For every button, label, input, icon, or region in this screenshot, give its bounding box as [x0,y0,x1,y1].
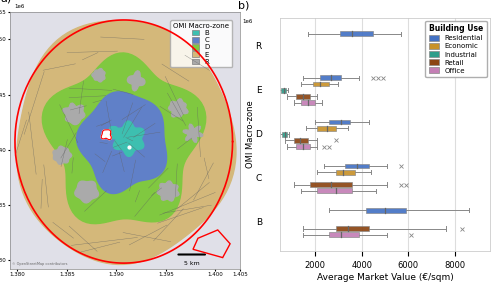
Text: C: C [256,174,262,183]
Polygon shape [157,181,179,201]
Text: D: D [255,130,262,139]
Polygon shape [184,124,203,142]
Polygon shape [76,92,166,194]
Bar [282,132,287,137]
Polygon shape [114,121,144,157]
Text: R: R [256,42,262,51]
Legend: B, C, D, E, R: B, C, D, E, R [170,20,232,67]
Bar [301,100,315,105]
Bar [312,82,329,86]
Text: a): a) [1,0,12,4]
Bar [366,208,406,213]
Polygon shape [128,71,145,91]
Polygon shape [42,53,205,224]
Bar [320,75,340,80]
Legend: Residential, Economic, Industrial, Retail, Office: Residential, Economic, Industrial, Retai… [426,21,486,77]
Polygon shape [92,69,105,82]
Text: 1e6: 1e6 [242,19,252,25]
Bar [329,232,360,237]
Bar [294,138,308,143]
Text: 1e6: 1e6 [14,4,25,9]
Bar [310,182,352,187]
Polygon shape [75,181,98,203]
Text: 5 km: 5 km [184,261,200,266]
Polygon shape [106,127,122,139]
Polygon shape [17,21,236,265]
Bar [336,226,368,231]
Polygon shape [168,99,188,117]
Text: B: B [256,218,262,227]
Bar [318,188,352,193]
Polygon shape [53,146,72,164]
Y-axis label: OMI Macro-zone: OMI Macro-zone [246,100,255,168]
Text: E: E [256,86,262,95]
X-axis label: Average Market Value (€/sqm): Average Market Value (€/sqm) [316,273,454,281]
Bar [329,119,350,124]
Bar [296,144,310,149]
Bar [346,164,368,168]
Bar [318,126,336,131]
Bar [281,88,286,93]
Text: b): b) [238,1,250,11]
Bar [340,32,374,36]
Bar [296,94,310,99]
Polygon shape [63,103,85,125]
Text: © OpenStreetMap contributors: © OpenStreetMap contributors [12,262,68,266]
Polygon shape [101,130,112,140]
Bar [336,170,354,175]
